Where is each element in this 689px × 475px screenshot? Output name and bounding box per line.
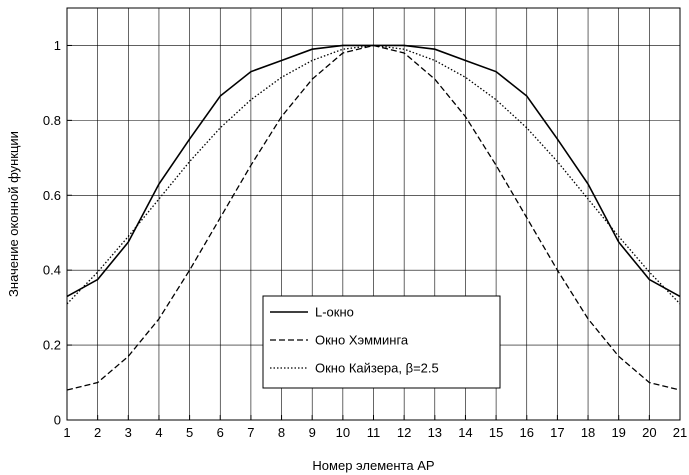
- x-axis-label: Номер элемента АР: [312, 458, 434, 473]
- x-tick-label: 8: [278, 425, 285, 440]
- y-axis-label: Значение оконной функции: [6, 131, 21, 297]
- x-tick-label: 5: [186, 425, 193, 440]
- y-tick-label: 0: [54, 413, 61, 428]
- x-tick-label: 10: [336, 425, 350, 440]
- series-lines: [66, 44, 681, 391]
- x-tick-label: 9: [309, 425, 316, 440]
- x-tick-label: 18: [581, 425, 595, 440]
- legend-label: L-окно: [315, 305, 354, 320]
- x-tick-label: 12: [397, 425, 411, 440]
- y-tick-label: 1: [54, 38, 61, 53]
- x-tick-label: 11: [367, 425, 381, 440]
- x-tick-label: 13: [428, 425, 442, 440]
- x-tick-label: 19: [611, 425, 625, 440]
- legend-label: Окно Кайзера, β=2.5: [315, 361, 439, 376]
- series-line-dashed: [66, 44, 681, 391]
- x-tick-label: 7: [247, 425, 254, 440]
- legend-label: Окно Хэмминга: [315, 333, 409, 348]
- x-tick-label: 20: [642, 425, 656, 440]
- x-tick-label: 4: [155, 425, 162, 440]
- y-tick-label: 0.6: [43, 188, 61, 203]
- x-tick-label: 17: [550, 425, 564, 440]
- x-tick-label: 2: [94, 425, 101, 440]
- x-tick-label: 21: [673, 425, 687, 440]
- x-tick-label: 6: [217, 425, 224, 440]
- x-tick-label: 3: [125, 425, 132, 440]
- legend: L-окно Окно Хэмминга Окно Кайзера, β=2.5: [262, 295, 501, 389]
- x-tick-label: 14: [458, 425, 472, 440]
- y-tick-label: 0.4: [43, 263, 61, 278]
- x-tick-label: 15: [489, 425, 503, 440]
- x-tick-label: 1: [63, 425, 70, 440]
- y-tick-label: 0.8: [43, 113, 61, 128]
- y-tick-label: 0.2: [43, 338, 61, 353]
- x-tick-label: 16: [520, 425, 534, 440]
- axis-ticks: 1 2 3 4 5 6 7 8 9 10 11 12 13 14 15 16 17 18 19 20 2100.20.4…: [43, 38, 687, 440]
